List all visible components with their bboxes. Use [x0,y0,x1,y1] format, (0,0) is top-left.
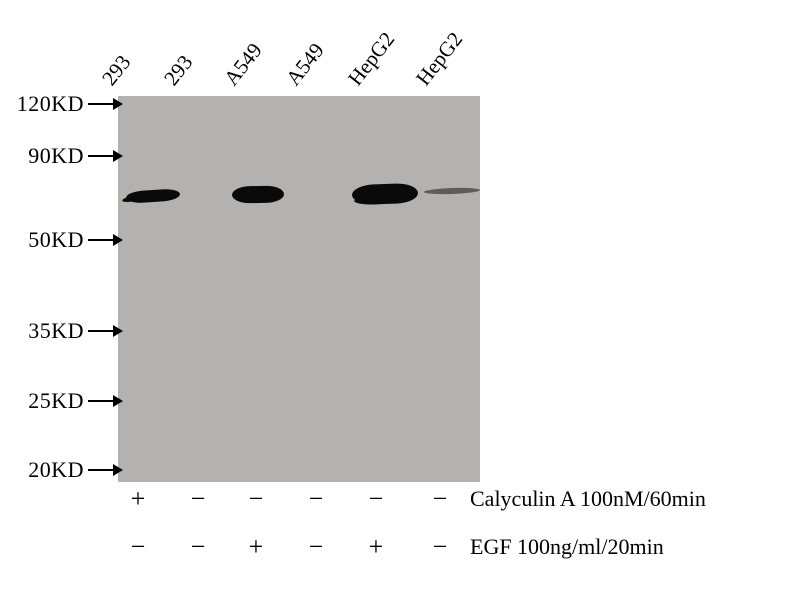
right-arrow-icon [88,98,123,110]
mw-marker-90kd: 90KD [0,143,123,168]
mw-marker-label: 50KD [28,227,84,252]
treatment-symbol: − [190,532,206,561]
lane-label-3: A549 [219,38,267,90]
right-arrow-icon [88,325,123,337]
blot-membrane [118,96,481,482]
mw-marker-35kd: 35KD [0,318,123,343]
lane-label-6: HepG2 [411,27,468,91]
treatment-symbol: − [308,532,324,561]
band-lane6-hepg2-weak [423,187,481,195]
mw-marker-label: 35KD [28,318,84,343]
treatment-row-calyculin: + − − − − − Calyculin A 100nM/60min [0,484,800,514]
treatment-row-egf: − − + − + − EGF 100ng/ml/20min [0,532,800,562]
treatment-symbol: − [368,484,384,513]
mw-marker-25kd: 25KD [0,388,123,413]
mw-marker-label: 20KD [28,457,84,482]
lane-label-4: A549 [281,38,329,90]
treatment-label-calyculin: Calyculin A 100nM/60min [470,486,706,511]
mw-marker-label: 90KD [28,143,84,168]
lane-label-5: HepG2 [343,27,400,91]
band-lane3-a549 [231,185,285,204]
treatment-label-egf: EGF 100ng/ml/20min [470,534,664,559]
right-arrow-icon [88,464,123,476]
lane-label-1: 293 [97,50,136,90]
treatment-symbol: − [432,532,448,561]
mw-marker-label: 120KD [16,91,84,116]
treatment-symbol: + [368,532,384,561]
treatment-symbol: + [130,484,146,513]
mw-marker-20kd: 20KD [0,457,123,482]
right-arrow-icon [88,395,123,407]
mw-marker-label: 25KD [28,388,84,413]
treatment-symbol: − [130,532,146,561]
treatment-symbol: − [190,484,206,513]
treatment-symbol: + [248,532,264,561]
mw-marker-120kd: 120KD [0,91,123,116]
treatment-symbol: − [248,484,264,513]
band-lane1-293 [125,188,181,204]
treatment-symbol: − [308,484,324,513]
right-arrow-icon [88,234,123,246]
lane-label-2: 293 [159,50,198,90]
band-lane5-hepg2 [351,182,419,206]
mw-marker-50kd: 50KD [0,227,123,252]
right-arrow-icon [88,150,123,162]
treatment-symbol: − [432,484,448,513]
